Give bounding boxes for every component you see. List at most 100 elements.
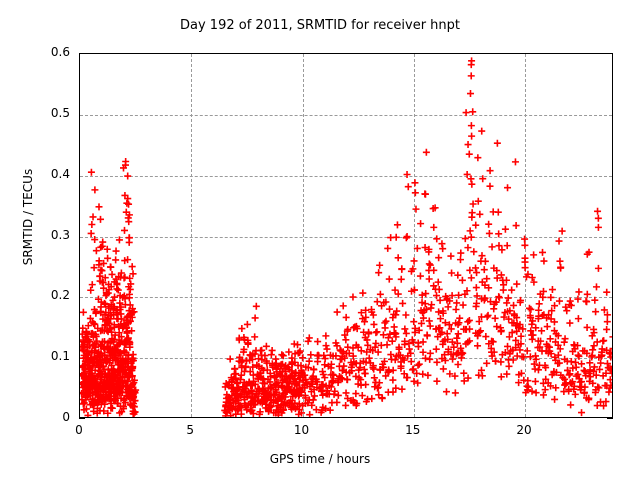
data-point-marker [327, 383, 335, 391]
data-point-marker [586, 366, 594, 374]
data-point-marker [114, 286, 122, 294]
data-point-marker [555, 297, 563, 305]
data-point-marker [93, 409, 101, 417]
data-point-marker [106, 263, 114, 271]
data-point-marker [285, 348, 293, 356]
data-point-marker [251, 333, 259, 341]
data-point-marker [453, 299, 461, 307]
data-point-marker [418, 291, 426, 299]
data-point-marker [442, 292, 450, 300]
data-point-marker [467, 233, 475, 241]
data-point-marker [382, 317, 390, 325]
data-point-marker [609, 336, 612, 338]
data-point-marker [466, 266, 474, 274]
data-point-marker [474, 154, 482, 162]
data-point-marker [317, 387, 325, 395]
data-point-marker [574, 341, 582, 349]
data-point-marker [483, 359, 491, 367]
data-point-marker [546, 335, 554, 343]
data-point-marker [368, 395, 376, 403]
x-axis-tick-label: 20 [516, 423, 532, 437]
data-point-marker [606, 376, 612, 384]
data-point-marker [416, 272, 424, 280]
data-point-marker [243, 320, 251, 328]
data-point-marker [438, 328, 446, 336]
data-point-marker [419, 348, 427, 356]
data-point-marker [405, 340, 413, 348]
data-point-marker [80, 399, 88, 407]
data-point-marker [424, 371, 432, 379]
data-point-marker [463, 287, 471, 295]
data-point-marker [266, 403, 274, 411]
data-point-marker [88, 371, 96, 379]
data-point-marker [128, 372, 136, 380]
data-point-marker [474, 342, 482, 350]
data-point-marker [503, 370, 511, 378]
data-point-marker [560, 338, 568, 346]
data-point-marker [267, 383, 275, 391]
data-point-marker [400, 370, 408, 378]
data-point-marker [381, 324, 389, 332]
data-point-marker [90, 264, 98, 272]
data-point-marker [235, 384, 243, 392]
data-point-marker [476, 210, 484, 218]
data-point-marker [105, 319, 113, 327]
data-point-marker [104, 409, 112, 417]
data-point-marker [414, 343, 422, 351]
data-point-marker [461, 290, 469, 298]
data-point-marker [111, 293, 119, 301]
data-point-marker [539, 293, 547, 301]
data-point-marker [421, 300, 429, 308]
data-point-marker [262, 342, 270, 350]
data-point-marker [521, 264, 529, 272]
data-point-marker [358, 392, 366, 400]
data-point-marker [419, 370, 427, 378]
data-point-marker [103, 245, 111, 253]
x-axis-tick-label: 15 [405, 423, 421, 437]
data-point-marker [309, 396, 317, 404]
data-point-marker [503, 299, 511, 307]
data-point-marker [468, 57, 476, 65]
data-point-marker [528, 273, 536, 281]
data-point-marker [398, 385, 406, 393]
data-point-marker [404, 352, 412, 360]
data-point-marker [376, 290, 384, 298]
data-point-marker [370, 320, 378, 328]
data-point-marker [389, 366, 397, 374]
data-point-marker [258, 346, 266, 354]
data-point-marker [348, 361, 356, 369]
data-point-marker [108, 328, 116, 336]
data-point-marker [99, 363, 107, 371]
data-point-marker [477, 327, 484, 335]
data-point-marker [534, 366, 542, 374]
data-point-marker [352, 322, 360, 330]
data-point-marker [402, 234, 410, 242]
data-point-marker [515, 379, 523, 387]
data-point-marker [247, 352, 255, 360]
data-point-marker [407, 358, 415, 366]
data-point-marker [388, 337, 396, 345]
data-point-marker [594, 214, 602, 222]
data-point-marker [314, 358, 322, 366]
data-point-marker [101, 311, 109, 319]
data-point-marker [419, 314, 427, 322]
data-point-marker [252, 302, 260, 310]
x-axis-tick-label: 0 [75, 423, 83, 437]
data-point-marker [98, 267, 106, 275]
x-axis-tick-label: 10 [293, 423, 310, 437]
data-point-marker [583, 323, 591, 331]
data-point-marker [580, 366, 588, 374]
data-point-marker [323, 345, 331, 353]
data-point-marker [121, 273, 129, 281]
data-point-marker [415, 326, 423, 334]
data-point-marker [467, 72, 475, 80]
data-point-marker [262, 400, 270, 408]
data-point-marker [91, 236, 99, 244]
data-point-marker [279, 377, 287, 385]
data-point-marker [508, 329, 516, 337]
data-point-marker [444, 335, 452, 343]
data-point-marker [410, 318, 418, 326]
data-point-marker [524, 270, 532, 278]
data-point-marker [464, 141, 472, 149]
gridline-horizontal [80, 175, 612, 177]
